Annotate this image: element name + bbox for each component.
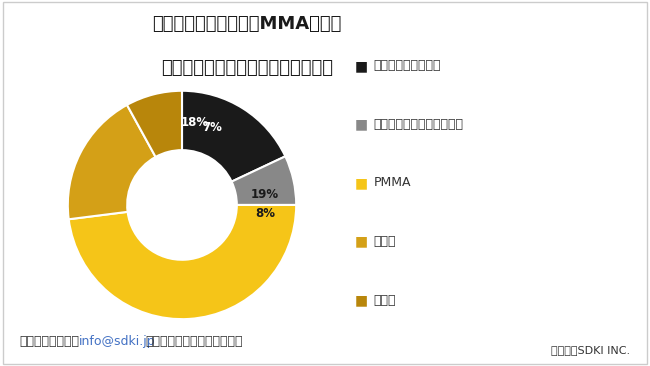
Text: ■: ■	[354, 59, 367, 73]
Wedge shape	[69, 205, 296, 319]
Text: インキ: インキ	[374, 235, 396, 248]
Wedge shape	[127, 91, 182, 157]
Text: ■: ■	[354, 117, 367, 131]
Text: 工業用塗料・コーティング: 工業用塗料・コーティング	[374, 118, 463, 131]
Text: 48%: 48%	[231, 144, 259, 157]
Text: メタクリル酸メチル（MMA）市場: メタクリル酸メチル（MMA）市場	[152, 15, 342, 33]
Text: にメールをお送りください。: にメールをお送りください。	[146, 335, 243, 348]
Text: ■: ■	[354, 176, 367, 190]
Text: ■: ■	[354, 293, 367, 307]
Text: その他: その他	[374, 294, 396, 307]
Text: ソース：SDKI INC.: ソース：SDKI INC.	[551, 345, 630, 355]
Text: アプリケーションタイプによる分類: アプリケーションタイプによる分類	[161, 59, 333, 76]
Text: 詳細については、: 詳細については、	[20, 335, 79, 348]
Wedge shape	[182, 91, 285, 182]
Text: 18%: 18%	[181, 116, 209, 129]
Text: PMMA: PMMA	[374, 176, 411, 190]
Text: 接着剤・シーラント: 接着剤・シーラント	[374, 59, 441, 72]
Text: 8%: 8%	[255, 207, 275, 220]
Text: ■: ■	[354, 235, 367, 249]
Wedge shape	[231, 156, 296, 205]
Text: 7%: 7%	[203, 121, 222, 134]
Text: 19%: 19%	[251, 188, 279, 201]
Wedge shape	[68, 105, 155, 219]
Text: info@sdki.jp: info@sdki.jp	[79, 335, 156, 348]
